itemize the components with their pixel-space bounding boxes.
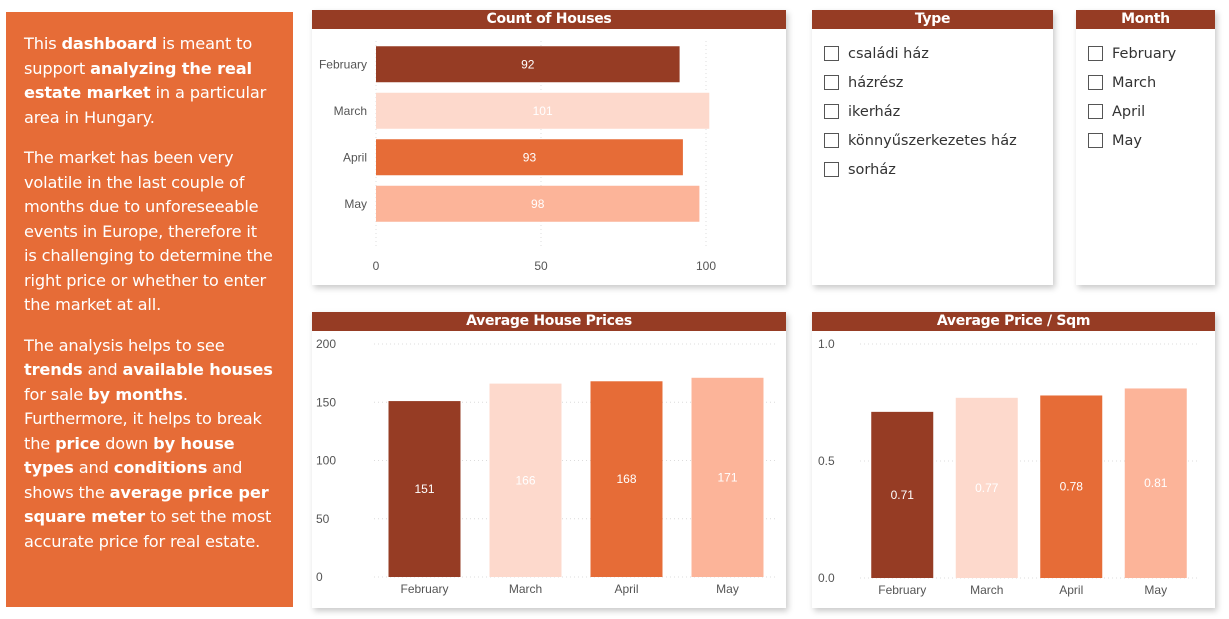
x-category-label: February — [878, 583, 926, 597]
data-label: 0.71 — [891, 488, 915, 502]
x-category-label: May — [716, 582, 739, 596]
data-label: 151 — [414, 482, 434, 496]
y-tick-label: 0.5 — [818, 454, 835, 468]
type-option[interactable]: sorház — [824, 155, 1053, 184]
checkbox-icon[interactable] — [824, 162, 839, 177]
month-option[interactable]: May — [1088, 126, 1215, 155]
month-option-label: March — [1112, 75, 1156, 91]
type-option[interactable]: házrész — [824, 68, 1053, 97]
month-slicer-list: February March April May — [1076, 29, 1215, 155]
average-house-prices-title: Average House Prices — [312, 312, 786, 331]
y-category-label: February — [319, 57, 367, 71]
count-of-houses-title: Count of Houses — [312, 10, 786, 29]
x-category-label: April — [1059, 583, 1083, 597]
checkbox-icon[interactable] — [1088, 133, 1103, 148]
type-option-label: ikerház — [848, 104, 900, 120]
type-option[interactable]: könnyűszerkezetes ház — [824, 126, 1053, 155]
intro-bold-text: dashboard — [61, 34, 157, 53]
intro-paragraph-2: The market has been very volatile in the… — [24, 146, 273, 318]
type-option-label: könnyűszerkezetes ház — [848, 133, 1017, 149]
intro-text: The analysis helps to see — [24, 336, 225, 355]
x-category-label: March — [970, 583, 1003, 597]
y-tick-label: 200 — [316, 337, 336, 351]
data-label: 98 — [531, 197, 545, 211]
intro-text: and — [83, 360, 123, 379]
month-option[interactable]: February — [1088, 39, 1215, 68]
average-house-prices-chart: 0 50 100 150 200 February 151 March 166 April 168 M… — [312, 331, 786, 608]
checkbox-icon[interactable] — [1088, 104, 1103, 119]
data-label: 0.81 — [1144, 476, 1168, 490]
data-label: 0.78 — [1060, 480, 1084, 494]
intro-bold-text: by months — [88, 385, 183, 404]
month-option-label: February — [1112, 46, 1176, 62]
average-house-prices-panel: Average House Prices 0 50 100 150 200 Februar… — [312, 312, 786, 608]
intro-text: This — [24, 34, 61, 53]
type-slicer-panel: Type családi ház házrész ikerház könnyűszer… — [812, 10, 1053, 285]
data-label: 166 — [515, 473, 535, 487]
checkbox-icon[interactable] — [824, 104, 839, 119]
data-label: 0.77 — [975, 481, 999, 495]
checkbox-icon[interactable] — [824, 46, 839, 61]
type-option[interactable]: családi ház — [824, 39, 1053, 68]
y-tick-label: 1.0 — [818, 337, 835, 351]
intro-text: The market has been very volatile in the… — [24, 148, 273, 314]
data-label: 168 — [616, 472, 636, 486]
x-category-label: February — [400, 582, 448, 596]
intro-bold-text: trends — [24, 360, 83, 379]
checkbox-icon[interactable] — [1088, 75, 1103, 90]
count-of-houses-chart: 0 50 100 February 92 March 101 April 93 May 98 — [312, 29, 786, 285]
checkbox-icon[interactable] — [1088, 46, 1103, 61]
x-tick-label: 100 — [696, 259, 716, 273]
type-option[interactable]: ikerház — [824, 97, 1053, 126]
x-category-label: April — [614, 582, 638, 596]
intro-paragraph-1: This dashboard is meant to support analy… — [24, 32, 273, 130]
intro-bold-text: available houses — [123, 360, 273, 379]
type-option-label: családi ház — [848, 46, 929, 62]
intro-bold-text: conditions — [114, 458, 207, 477]
x-tick-label: 0 — [373, 259, 380, 273]
average-price-sqm-panel: Average Price / Sqm 0.0 0.5 1.0 February 0.7… — [812, 312, 1215, 608]
y-category-label: May — [344, 197, 367, 211]
y-tick-label: 0 — [316, 570, 323, 584]
intro-text: for sale — [24, 385, 88, 404]
data-label: 93 — [523, 150, 537, 164]
type-option-label: sorház — [848, 162, 896, 178]
month-option[interactable]: April — [1088, 97, 1215, 126]
type-slicer-list: családi ház házrész ikerház könnyűszerkezet… — [812, 29, 1053, 184]
average-price-sqm-chart: 0.0 0.5 1.0 February 0.71 March 0.77 April 0.78 M… — [812, 331, 1215, 608]
intro-text-panel: This dashboard is meant to support analy… — [6, 12, 293, 607]
y-tick-label: 100 — [316, 454, 336, 468]
y-tick-label: 50 — [316, 512, 330, 526]
data-label: 101 — [533, 104, 553, 118]
intro-text: and — [74, 458, 114, 477]
checkbox-icon[interactable] — [824, 133, 839, 148]
type-slicer-title: Type — [812, 10, 1053, 29]
intro-bold-text: price — [55, 434, 100, 453]
intro-text: down — [100, 434, 153, 453]
month-option-label: May — [1112, 133, 1142, 149]
y-tick-label: 150 — [316, 395, 336, 409]
intro-paragraph-3: The analysis helps to see trends and ava… — [24, 334, 273, 555]
checkbox-icon[interactable] — [824, 75, 839, 90]
type-option-label: házrész — [848, 75, 903, 91]
y-tick-label: 0.0 — [818, 571, 835, 585]
month-slicer-panel: Month February March April May — [1076, 10, 1215, 285]
x-category-label: May — [1144, 583, 1167, 597]
y-category-label: March — [334, 104, 367, 118]
data-label: 92 — [521, 57, 535, 71]
month-slicer-title: Month — [1076, 10, 1215, 29]
month-option[interactable]: March — [1088, 68, 1215, 97]
x-category-label: March — [509, 582, 542, 596]
count-of-houses-panel: Count of Houses 0 50 100 February 92 March 101… — [312, 10, 786, 285]
month-option-label: April — [1112, 104, 1145, 120]
y-category-label: April — [343, 150, 367, 164]
average-price-sqm-title: Average Price / Sqm — [812, 312, 1215, 331]
data-label: 171 — [717, 470, 737, 484]
x-tick-label: 50 — [534, 259, 548, 273]
